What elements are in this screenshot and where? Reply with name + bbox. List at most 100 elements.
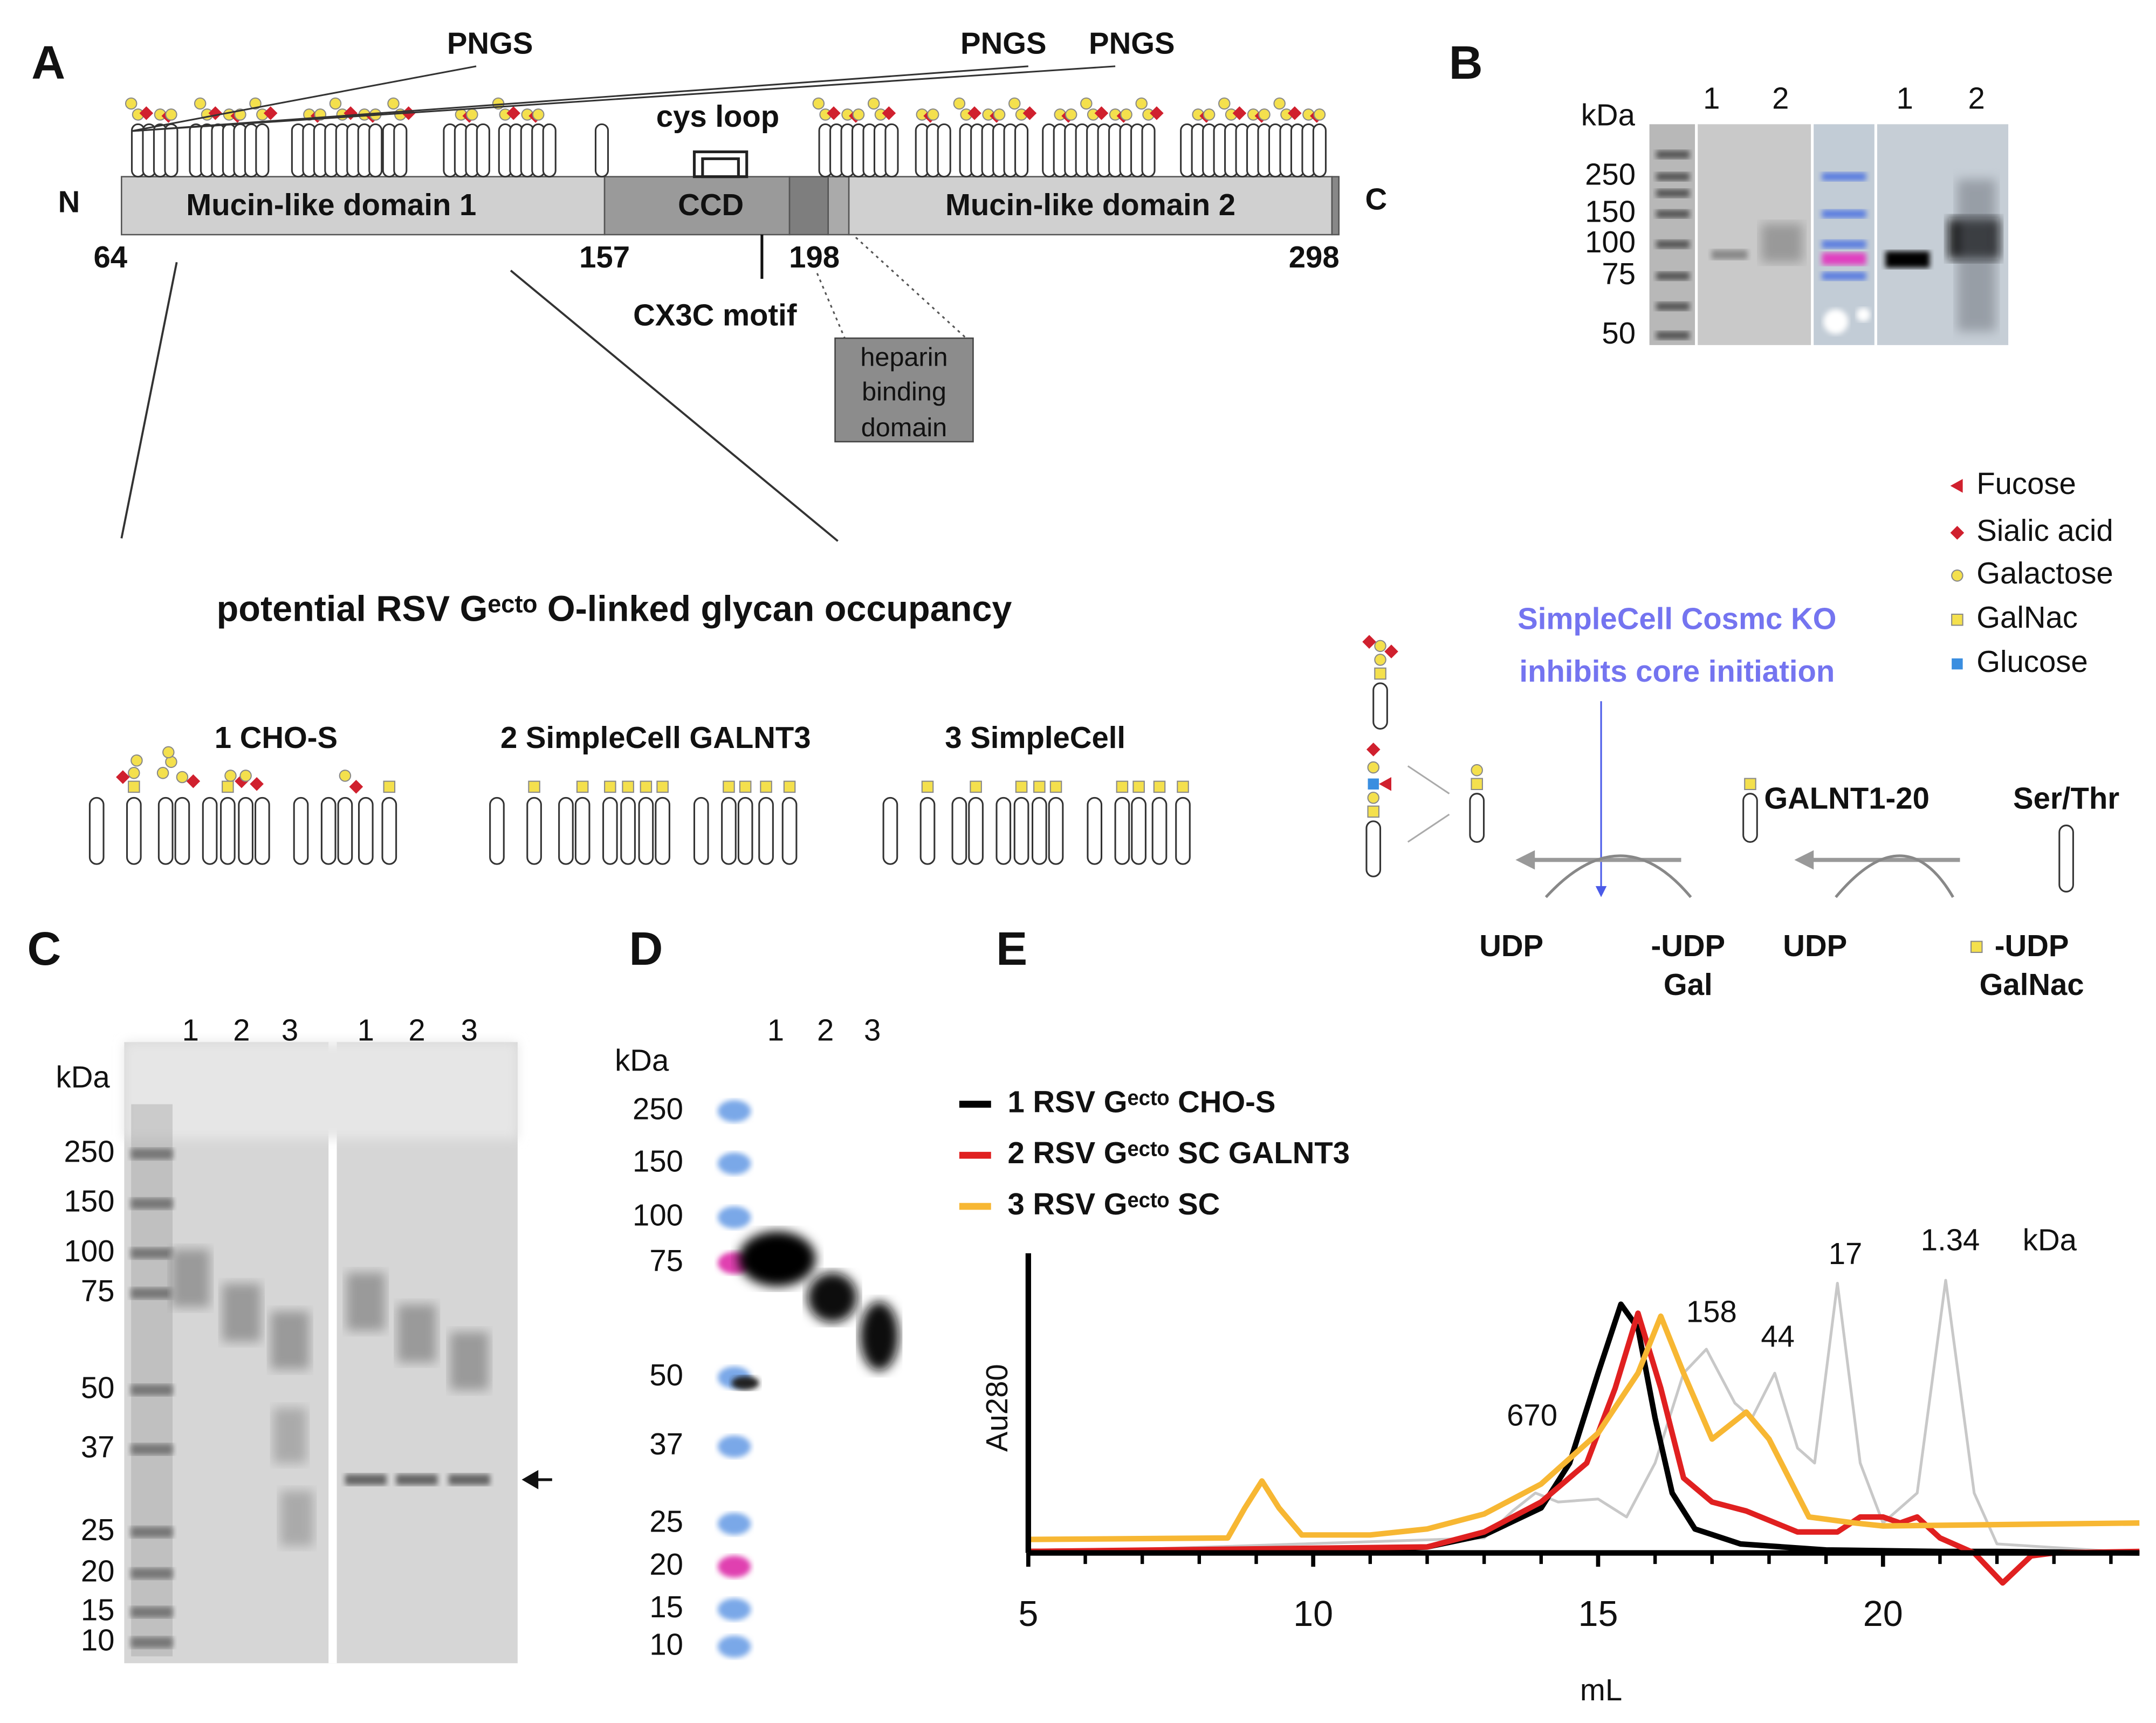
legend-label: 3 RSV Gᵉᶜᵗᵒ SC	[1007, 1187, 1220, 1221]
galnac-symbol	[576, 780, 589, 793]
prestained-band	[1822, 272, 1866, 280]
galactose-symbol	[1120, 108, 1132, 121]
standard-annotation: 17	[1829, 1237, 1863, 1271]
glycosite-rod	[2058, 825, 2074, 893]
mw-marker-label: 75	[1602, 257, 1636, 291]
galactose-symbol	[387, 97, 400, 110]
galactose-symbol	[162, 746, 175, 759]
lane-label: 1	[182, 1013, 199, 1047]
glycan-legend-label: GalNac	[1976, 600, 2078, 634]
glycan-legend-label: Fucose	[1976, 466, 2076, 500]
donor-label: GalNac	[1980, 967, 2084, 1001]
zoom-line	[120, 262, 178, 539]
mw-marker-label: 150	[1585, 195, 1636, 229]
substrate-label: Ser/Thr	[2013, 781, 2119, 815]
sialic-acid-symbol	[1362, 635, 1376, 649]
mw-marker-label: 50	[81, 1370, 115, 1404]
protein-smear	[222, 1283, 261, 1342]
galnac-symbol	[1116, 780, 1129, 793]
marker-band	[131, 1287, 173, 1299]
galactose-symbol	[224, 770, 237, 782]
donor-label: -UDP	[1651, 929, 1725, 963]
mw-marker-label: 15	[81, 1592, 115, 1626]
domain-label: Mucin-like domain 1	[186, 188, 476, 222]
galactose-symbol	[926, 108, 939, 121]
marker-band	[131, 1148, 173, 1159]
gel-top	[124, 1042, 518, 1139]
pngs-label: PNGS	[447, 26, 533, 60]
sialic-acid-symbol	[506, 106, 520, 120]
protein-band	[738, 1231, 816, 1287]
domain-label: Mucin-like domain 2	[945, 188, 1235, 222]
glycosite-rod	[337, 797, 353, 865]
mw-marker-label: 75	[649, 1244, 683, 1278]
marker-band	[1656, 189, 1690, 198]
glycosite-rod	[1312, 123, 1327, 178]
galnac-symbol	[528, 780, 540, 793]
protein-smear	[346, 1272, 386, 1331]
prestained-band	[717, 1100, 751, 1122]
mw-marker-label: 25	[81, 1513, 115, 1547]
glycosite-rod	[693, 797, 709, 865]
glycosite-rod	[655, 797, 670, 865]
glycosite-rod	[476, 123, 490, 178]
reaction-arrowhead	[1515, 850, 1535, 870]
lane-label: 3	[864, 1013, 881, 1047]
galnac-symbol	[383, 780, 396, 793]
protein-band	[1885, 251, 1930, 268]
product-arrow	[1407, 765, 1450, 794]
mw-marker-label: 37	[649, 1427, 683, 1461]
donor-label: UDP	[1783, 929, 1847, 963]
glycosite-rod	[489, 797, 505, 865]
domain-segment	[603, 176, 791, 236]
unit-label: kDa	[615, 1044, 669, 1077]
prestained-band	[717, 1555, 751, 1578]
panel-label: D	[629, 923, 663, 975]
glycosite-rod	[526, 797, 542, 865]
gel-spot	[1823, 309, 1849, 334]
donor-arc	[1544, 854, 1692, 898]
galactose-symbol	[131, 754, 143, 767]
standard-annotation: kDa	[2023, 1223, 2077, 1257]
domain-segment	[788, 176, 829, 236]
prestained-band	[1822, 252, 1866, 265]
galnac-symbol	[128, 780, 140, 793]
galnac-symbol	[783, 780, 796, 793]
domain-segment	[827, 176, 850, 236]
lane-label: 1	[1703, 81, 1720, 115]
sialic-acid-symbol	[250, 777, 264, 791]
panel-label: B	[1449, 37, 1483, 89]
prestained-band	[717, 1598, 751, 1621]
protein-smear	[1957, 179, 1996, 332]
standard-annotation: 670	[1507, 1398, 1557, 1432]
heparin-pointer	[816, 273, 846, 339]
standard-annotation: 1.34	[1921, 1223, 1980, 1257]
galnac-symbol	[1015, 780, 1028, 793]
glycosite-rod	[638, 797, 654, 865]
fucose-symbol	[1950, 479, 1963, 493]
protein-band	[396, 1474, 438, 1486]
sialic-acid-symbol	[139, 106, 154, 120]
glycosite-rod	[358, 797, 374, 865]
galactose-symbol	[156, 767, 169, 779]
protein-smear	[280, 1491, 314, 1546]
galactose-symbol	[329, 97, 342, 110]
marker-band	[131, 1247, 173, 1259]
glycosite-rod	[594, 123, 609, 178]
protein-smear	[171, 1249, 210, 1307]
marker-band	[1656, 150, 1690, 159]
glycosite-rod	[574, 797, 591, 865]
glycosite-rod	[293, 797, 309, 865]
mw-marker-label: 15	[649, 1590, 683, 1624]
glycosite-rod	[88, 797, 105, 865]
donor-label: UDP	[1479, 929, 1543, 963]
x-tick-label: 15	[1578, 1594, 1618, 1634]
glycosite-rod	[174, 797, 190, 865]
galactose-symbol	[532, 108, 545, 121]
prestained-band	[717, 1513, 751, 1535]
galnac-symbol	[1374, 667, 1386, 680]
glycosite-rod	[919, 797, 936, 865]
galnac-symbol	[622, 780, 634, 793]
